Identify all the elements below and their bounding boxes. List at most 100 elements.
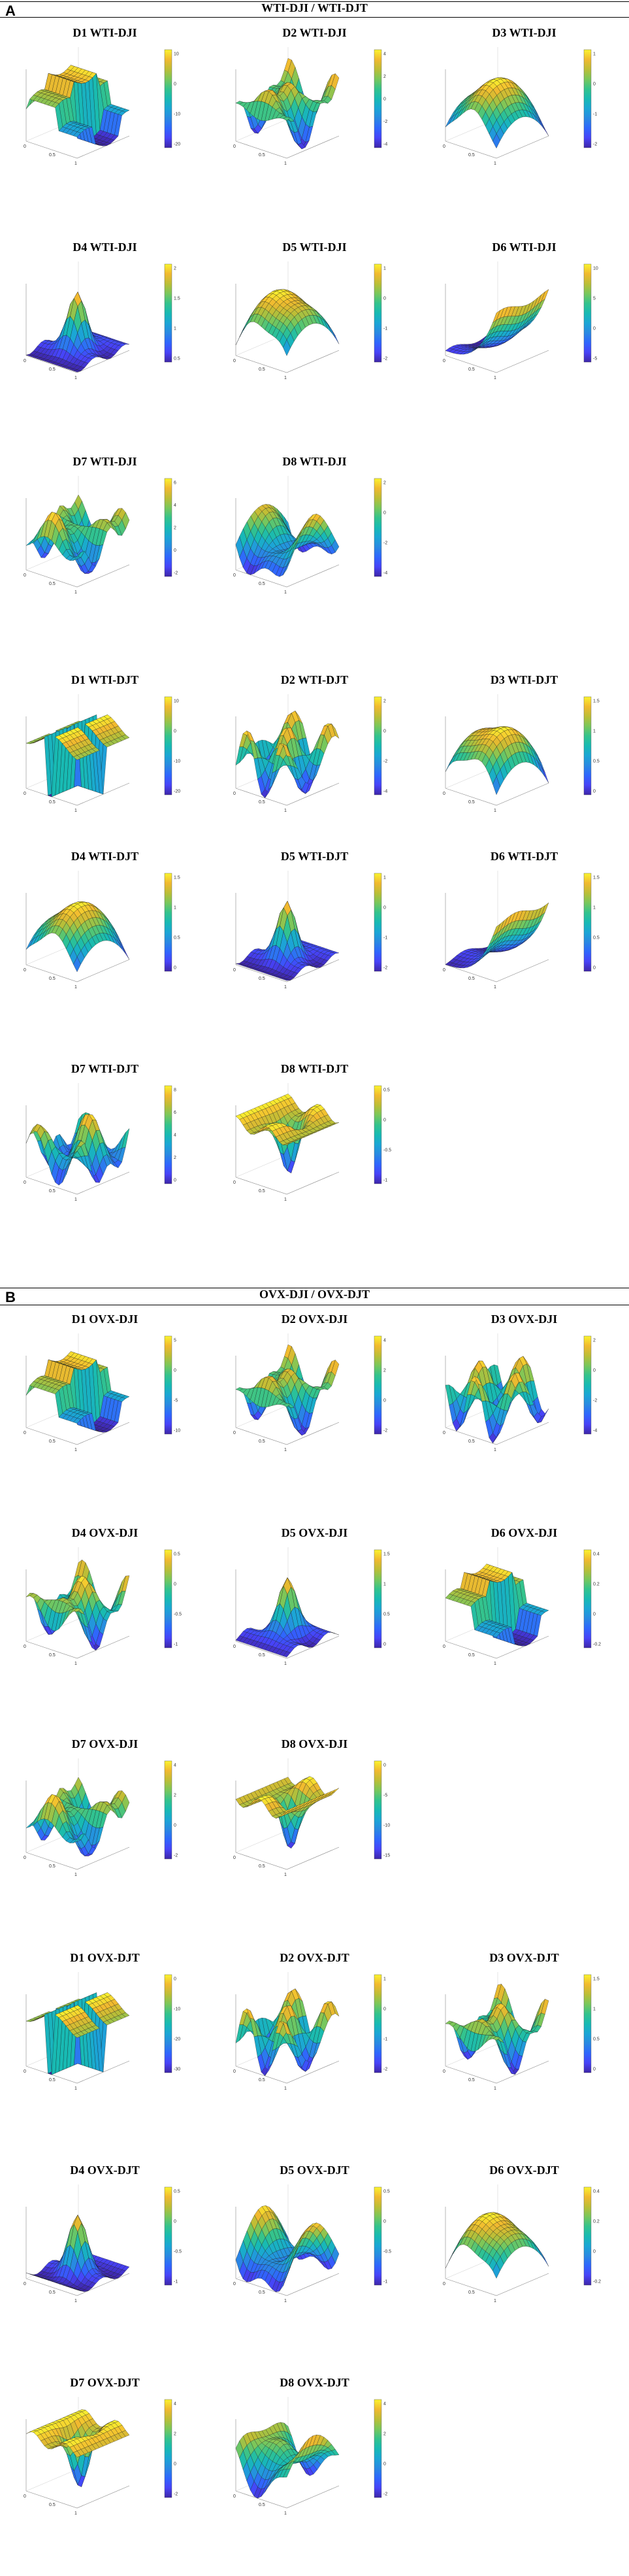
colorbar (164, 2399, 172, 2498)
colorbar-tick-label: -2 (383, 966, 387, 971)
surface-mesh (445, 902, 549, 969)
surface-mesh (25, 2215, 130, 2292)
x-tick-label: 1 (494, 2086, 496, 2091)
surface-mesh (25, 1777, 130, 1856)
axes-box (445, 47, 549, 159)
x-tick-label: 0.5 (468, 977, 475, 981)
surface-mesh (235, 2205, 340, 2292)
x-tick-label: 0 (443, 968, 445, 973)
x-tick-label: 1 (74, 2299, 77, 2303)
surface-plot-canvas: 0 0.5 1 1 0 -1 -2 (233, 1972, 387, 2091)
surface-plot-canvas: 0 0.5 1 1 0 -1 -2 (233, 261, 387, 380)
plot-title: D2 OVX-DJI (281, 1313, 348, 1326)
surface-plot-canvas: 0 0.5 1 1.5 1 0.5 0 (24, 871, 180, 990)
colorbar (583, 873, 592, 972)
colorbar-tick-label: 2 (383, 75, 386, 79)
axes-box (25, 871, 130, 982)
x-tick-label: 0.5 (49, 1439, 56, 1444)
plot-title: D5 OVX-DJI (281, 1526, 348, 1539)
colorbar-tick-label: 0 (593, 82, 596, 87)
colorbar-tick-label: 0 (593, 327, 596, 331)
colorbar-tick-label: 0.2 (593, 1582, 600, 1587)
colorbar-tick-label: -2 (174, 571, 178, 576)
surface-mesh (235, 504, 340, 577)
surface-mesh (25, 292, 130, 373)
surface-plot-canvas: 0 0.5 1 5 0 -5 -10 (24, 1333, 180, 1452)
colorbar (374, 696, 382, 795)
surface-mesh (25, 901, 130, 973)
plot-title: D4 OVX-DJI (71, 1526, 138, 1539)
colorbar-tick-label: -0.5 (383, 2250, 391, 2254)
colorbar-tick-label: 4 (383, 2402, 386, 2407)
surface-plot-canvas: 0 0.5 1 10 5 0 -5 (443, 261, 598, 380)
colorbar-tick-label: 0 (174, 2462, 176, 2467)
surface-mesh (235, 1776, 340, 1849)
section-a-title: WTI-DJI / WTI-DJT (261, 1, 368, 14)
x-tick-label: 1 (284, 161, 287, 166)
surface-plot-canvas: 0 0.5 1 1.5 1 0.5 0 (233, 1547, 390, 1666)
colorbar-tick-label: 0 (593, 1369, 596, 1373)
colorbar-tick-label: 1 (593, 906, 596, 911)
surface-plot-canvas: 0 0.5 1 4 2 0 -2 -4 (233, 47, 387, 166)
colorbar-tick-label: -20 (174, 2037, 180, 2042)
x-tick-label: 1 (74, 161, 77, 166)
colorbar-tick-label: 2 (174, 1794, 176, 1798)
surface-plot-canvas: 0 0.5 1 1 0 -1 -2 (443, 47, 597, 166)
colorbar-tick-label: -1 (383, 2280, 387, 2284)
colorbar-tick-label: 0 (383, 1118, 386, 1123)
surface-mesh (235, 1344, 340, 1436)
colorbar (374, 1335, 382, 1435)
colorbar-tick-label: 0.5 (383, 2190, 390, 2194)
x-tick-label: 0.5 (259, 2503, 265, 2507)
x-tick-label: 0 (24, 968, 26, 973)
surface-plot-canvas: 0 0.5 1 0.5 0 -0.5 -1 (233, 1083, 391, 1202)
colorbar-tick-label: -5 (174, 1399, 178, 1403)
x-tick-label: 0.5 (49, 367, 56, 372)
colorbar (374, 263, 382, 363)
colorbar-tick-label: -1 (383, 936, 387, 941)
x-tick-label: 0.5 (49, 1189, 56, 1194)
x-tick-label: 0 (24, 144, 26, 149)
surface-mesh (445, 2212, 549, 2279)
colorbar-tick-label: -4 (383, 142, 387, 147)
x-tick-label: 0.5 (49, 153, 56, 158)
colorbar-tick-label: 0 (383, 2220, 386, 2224)
x-tick-label: 1 (74, 2086, 77, 2091)
colorbar-tick-label: 0.5 (174, 1552, 180, 1557)
colorbar-tick-label: 1 (383, 1582, 386, 1587)
x-tick-label: 1 (284, 985, 287, 990)
colorbar-tick-label: 1.5 (593, 876, 600, 880)
surface-plot-canvas: 0 0.5 1 1.5 1 0.5 0 (443, 871, 600, 990)
x-tick-label: 0 (24, 359, 26, 363)
colorbar-tick-label: -2 (383, 760, 387, 764)
plot-title: D8 WTI-DJT (280, 1062, 349, 1075)
surface-mesh (445, 1984, 549, 2075)
x-tick-label: 1 (494, 809, 496, 813)
x-tick-label: 0 (233, 144, 236, 149)
x-tick-label: 1 (74, 1448, 77, 1452)
colorbar-tick-label: 1 (174, 906, 176, 911)
colorbar (374, 1974, 382, 2073)
surface-plot-canvas: 0 0.5 1 0.4 0.2 0 -0.2 (443, 1547, 601, 1666)
x-tick-label: 1 (74, 809, 77, 813)
x-tick-label: 0 (233, 2069, 236, 2074)
colorbar-tick-label: 0 (593, 2067, 596, 2072)
plot-title: D3 WTI-DJI (492, 26, 556, 39)
surface-mesh (445, 1564, 549, 1647)
x-tick-label: 1 (284, 590, 287, 595)
x-tick-label: 1 (284, 2086, 287, 2091)
x-tick-label: 1 (284, 1448, 287, 1452)
colorbar-tick-label: 0 (383, 1764, 386, 1768)
plot-title: D3 OVX-DJI (491, 1313, 558, 1326)
colorbar (164, 696, 172, 795)
colorbar-tick-label: -4 (383, 790, 387, 794)
surface-mesh (235, 1988, 340, 2077)
x-tick-label: 0.5 (259, 977, 265, 981)
x-tick-label: 1 (74, 376, 77, 380)
colorbar-tick-label: 0 (383, 2007, 386, 2012)
x-tick-label: 0.5 (468, 1439, 475, 1444)
colorbar-tick-label: -2 (593, 142, 597, 147)
surface-plot-canvas: 0 0.5 1 6 4 2 0 -2 (24, 476, 178, 595)
surface-mesh (445, 289, 549, 355)
colorbar-tick-label: 1.5 (593, 699, 600, 704)
